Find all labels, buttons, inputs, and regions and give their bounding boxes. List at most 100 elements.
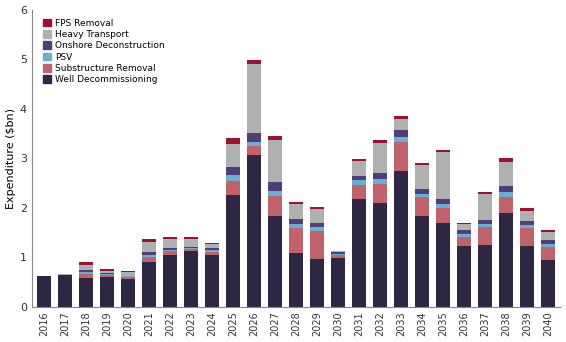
Bar — [79, 272, 93, 274]
Bar — [457, 237, 471, 246]
Bar — [164, 255, 177, 307]
Bar — [185, 247, 198, 248]
Bar — [436, 204, 450, 208]
Bar — [164, 248, 177, 250]
Bar — [268, 216, 282, 307]
Bar — [205, 244, 219, 248]
Bar — [331, 252, 345, 254]
Bar — [79, 274, 93, 278]
Bar — [164, 239, 177, 248]
Bar — [79, 262, 93, 265]
Bar — [499, 213, 513, 307]
Bar — [352, 185, 366, 199]
Bar — [394, 130, 408, 137]
Bar — [289, 228, 303, 253]
Bar — [394, 142, 408, 171]
Bar — [226, 195, 240, 307]
Bar — [121, 276, 135, 277]
Bar — [352, 176, 366, 181]
Bar — [247, 155, 261, 307]
Bar — [331, 255, 345, 258]
Bar — [478, 192, 492, 194]
Bar — [415, 197, 429, 216]
Bar — [164, 251, 177, 255]
Bar — [185, 239, 198, 247]
Bar — [541, 233, 555, 240]
Bar — [478, 245, 492, 307]
Bar — [436, 150, 450, 152]
Bar — [100, 277, 114, 307]
Bar — [121, 272, 135, 276]
Bar — [415, 194, 429, 197]
Bar — [520, 211, 534, 221]
Bar — [394, 116, 408, 119]
Bar — [352, 199, 366, 307]
Bar — [331, 258, 345, 307]
Bar — [100, 269, 114, 271]
Bar — [499, 158, 513, 162]
Bar — [268, 140, 282, 182]
Bar — [331, 254, 345, 255]
Bar — [268, 136, 282, 140]
Bar — [478, 194, 492, 220]
Bar — [373, 203, 387, 307]
Bar — [226, 138, 240, 144]
Bar — [373, 180, 387, 184]
Bar — [247, 64, 261, 133]
Bar — [143, 252, 156, 255]
Bar — [478, 220, 492, 224]
Bar — [457, 223, 471, 224]
Bar — [436, 208, 450, 223]
Bar — [226, 144, 240, 167]
Bar — [415, 163, 429, 165]
Bar — [100, 275, 114, 277]
Bar — [121, 279, 135, 307]
Bar — [247, 146, 261, 155]
Bar — [226, 181, 240, 195]
Bar — [436, 152, 450, 199]
Bar — [310, 259, 324, 307]
Bar — [58, 274, 72, 275]
Bar — [164, 237, 177, 239]
Bar — [541, 260, 555, 307]
Bar — [226, 167, 240, 175]
Bar — [499, 197, 513, 213]
Bar — [457, 231, 471, 234]
Bar — [185, 249, 198, 251]
Bar — [247, 60, 261, 64]
Bar — [310, 227, 324, 232]
Bar — [352, 159, 366, 161]
Bar — [310, 207, 324, 209]
Bar — [205, 250, 219, 252]
Bar — [289, 253, 303, 307]
Bar — [499, 186, 513, 192]
Bar — [436, 199, 450, 204]
Bar — [499, 162, 513, 186]
Bar — [352, 181, 366, 185]
Bar — [520, 208, 534, 211]
Bar — [541, 240, 555, 244]
Bar — [205, 252, 219, 255]
Bar — [373, 173, 387, 180]
Bar — [436, 223, 450, 307]
Bar — [121, 277, 135, 279]
Bar — [457, 234, 471, 237]
Bar — [352, 161, 366, 176]
Bar — [143, 242, 156, 252]
Bar — [289, 219, 303, 224]
Bar — [331, 251, 345, 252]
Bar — [143, 257, 156, 262]
Bar — [58, 275, 72, 307]
Bar — [457, 224, 471, 231]
Bar — [185, 237, 198, 239]
Bar — [520, 228, 534, 246]
Bar — [520, 225, 534, 228]
Bar — [289, 202, 303, 204]
Bar — [79, 278, 93, 307]
Bar — [268, 182, 282, 191]
Bar — [520, 246, 534, 307]
Bar — [541, 247, 555, 260]
Bar — [415, 216, 429, 307]
Bar — [394, 137, 408, 142]
Bar — [247, 142, 261, 146]
